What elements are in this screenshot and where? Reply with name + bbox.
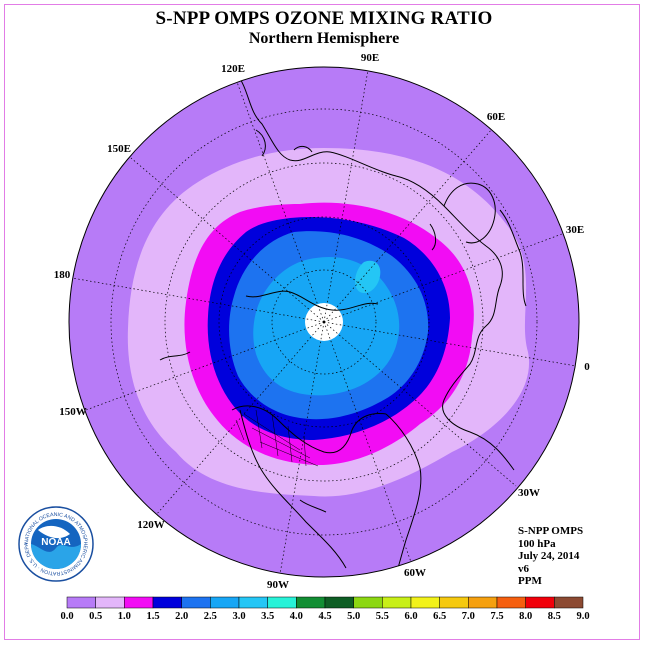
colorbar-swatch — [124, 596, 154, 609]
colorbar-tick-label: 0.5 — [89, 611, 102, 622]
info-units: PPM — [518, 575, 542, 587]
lon-label-150w: 150W — [59, 406, 87, 418]
info-version: v6 — [518, 562, 529, 575]
colorbar-tick-label: 3.5 — [261, 611, 274, 622]
colorbar-tick-label: 4.0 — [290, 611, 303, 622]
figure-frame — [4, 4, 640, 640]
colorbar: 0.0 0.5 1.0 1.5 2.0 2.5 3.0 3.5 4.0 4.5 5.0 5.5 6.0 6… — [60, 596, 590, 622]
colorbar-swatch — [238, 596, 268, 609]
colorbar-swatch — [496, 596, 526, 609]
info-date: July 24, 2014 — [518, 550, 580, 562]
lon-label-120e: 120E — [221, 63, 245, 75]
lon-label-60w: 60W — [404, 567, 426, 579]
colorbar-swatch — [525, 596, 555, 609]
colorbar-swatch — [353, 596, 383, 609]
info-instrument: S-NPP OMPS — [518, 525, 584, 537]
colorbar-swatch — [410, 596, 440, 609]
ozone-field — [69, 67, 579, 577]
colorbar-swatch — [468, 596, 498, 609]
chart-subtitle: Northern Hemisphere — [248, 30, 400, 47]
colorbar-swatch — [554, 596, 584, 609]
colorbar-swatch — [439, 596, 469, 609]
colorbar-tick-label: 7.5 — [490, 611, 503, 622]
meridians — [71, 69, 577, 575]
lon-label-180: 180 — [54, 269, 71, 281]
coastlines — [159, 71, 527, 577]
colorbar-tick-label: 1.0 — [118, 611, 131, 622]
colorbar-swatch — [95, 596, 125, 609]
colorbar-tick-label: 0.0 — [60, 611, 73, 622]
colorbar-tick-label: 8.5 — [548, 611, 561, 622]
colorbar-tick-label: 4.5 — [318, 611, 331, 622]
chart-title: S-NPP OMPS OZONE MIXING RATIO — [155, 8, 493, 29]
colorbar-tick-label: 7.0 — [462, 611, 475, 622]
colorbar-tick-label: 6.5 — [433, 611, 446, 622]
colorbar-tick-label: 2.0 — [175, 611, 188, 622]
lon-label-90w: 90W — [267, 579, 289, 591]
lon-label-60e: 60E — [487, 111, 505, 123]
colorbar-swatch — [267, 596, 297, 609]
product-info: S-NPP OMPS 100 hPa July 24, 2014 v6 PPM — [518, 525, 583, 588]
logo-text: NOAA — [41, 537, 70, 548]
info-level: 100 hPa — [518, 537, 556, 550]
colorbar-tick-label: 2.5 — [204, 611, 217, 622]
political-boundaries — [235, 409, 319, 467]
colorbar-swatch — [296, 596, 326, 609]
colorbar-tick-label: 9.0 — [576, 611, 589, 622]
lon-label-30w: 30W — [518, 487, 540, 499]
colorbar-swatch — [66, 596, 96, 609]
colorbar-tick-label: 1.5 — [146, 611, 159, 622]
colorbar-tick-label: 5.0 — [347, 611, 360, 622]
colorbar-tick-label: 8.0 — [519, 611, 532, 622]
colorbar-swatch — [382, 596, 412, 609]
colorbar-swatch — [152, 596, 182, 609]
colorbar-tick-label: 3.0 — [232, 611, 245, 622]
lon-label-0: 0 — [584, 361, 590, 373]
lon-label-150e: 150E — [107, 143, 131, 155]
longitude-labels: 90E 60E 30E 0 30W 60W 90W 120W 150W 180 … — [54, 52, 591, 591]
lon-label-90e: 90E — [361, 52, 379, 64]
map-boundary — [68, 66, 580, 578]
colorbar-tick-label: 6.0 — [404, 611, 417, 622]
contour-band-3.0-3.5 — [355, 260, 381, 294]
lon-label-120w: 120W — [137, 519, 165, 531]
colorbar-swatch — [210, 596, 240, 609]
latitude-circles — [110, 108, 538, 536]
colorbar-swatch — [324, 596, 354, 609]
colorbar-tick-label: 5.5 — [376, 611, 389, 622]
lon-label-30e: 30E — [566, 224, 584, 236]
colorbar-swatch — [181, 596, 211, 609]
